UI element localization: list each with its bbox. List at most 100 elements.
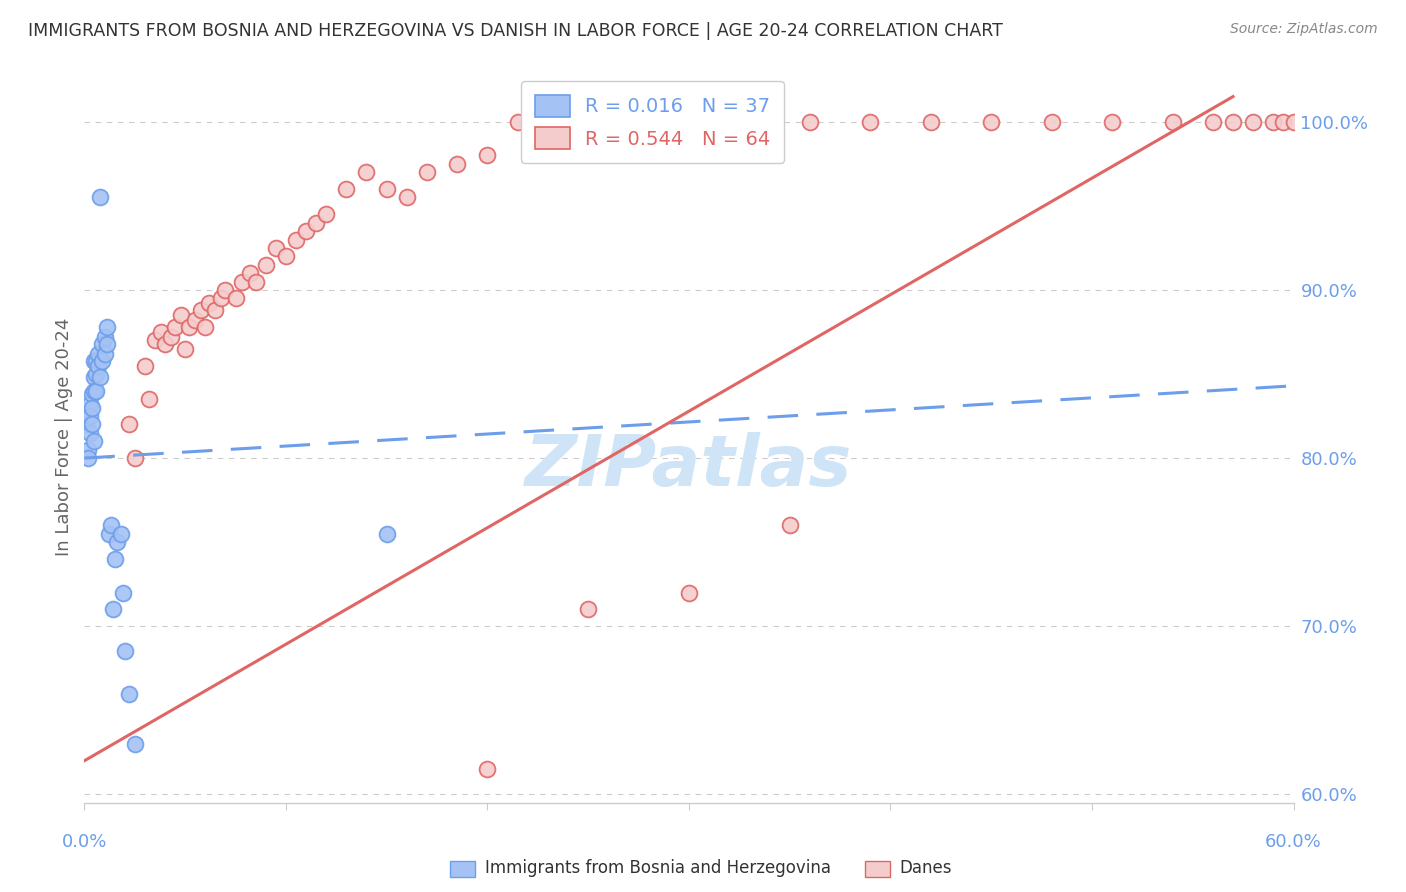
- Point: [239, 266, 262, 280]
- Point: [254, 258, 277, 272]
- Point: [697, 115, 720, 129]
- Point: [779, 518, 801, 533]
- Point: [920, 115, 942, 129]
- Point: [91, 336, 114, 351]
- Point: [79, 409, 101, 423]
- Point: [194, 320, 217, 334]
- Point: [96, 336, 118, 351]
- Point: [114, 644, 136, 658]
- Point: [89, 370, 111, 384]
- Point: [209, 291, 232, 305]
- Point: [1302, 115, 1324, 129]
- Point: [165, 320, 187, 334]
- Point: [83, 370, 105, 384]
- Text: Source: ZipAtlas.com: Source: ZipAtlas.com: [1230, 22, 1378, 37]
- Point: [375, 182, 398, 196]
- Point: [980, 115, 1002, 129]
- Point: [859, 115, 882, 129]
- Point: [1272, 115, 1295, 129]
- Point: [77, 442, 100, 457]
- Point: [274, 249, 297, 263]
- Point: [86, 367, 108, 381]
- Text: Immigrants from Bosnia and Herzegovina: Immigrants from Bosnia and Herzegovina: [485, 859, 831, 877]
- Point: [143, 334, 166, 348]
- Point: [82, 401, 104, 415]
- Point: [101, 602, 124, 616]
- Y-axis label: In Labor Force | Age 20-24: In Labor Force | Age 20-24: [55, 318, 73, 557]
- Point: [198, 296, 221, 310]
- Point: [153, 336, 176, 351]
- Point: [124, 451, 146, 466]
- Point: [231, 275, 253, 289]
- Point: [1282, 115, 1305, 129]
- Text: IMMIGRANTS FROM BOSNIA AND HERZEGOVINA VS DANISH IN LABOR FORCE | AGE 20-24 CORR: IMMIGRANTS FROM BOSNIA AND HERZEGOVINA V…: [28, 22, 1002, 40]
- Point: [305, 216, 328, 230]
- Point: [1323, 115, 1346, 129]
- Point: [118, 686, 141, 700]
- Point: [576, 115, 599, 129]
- Point: [87, 347, 110, 361]
- Point: [100, 518, 122, 533]
- Point: [179, 320, 201, 334]
- Point: [658, 115, 681, 129]
- Point: [93, 330, 115, 344]
- Point: [134, 359, 156, 373]
- Point: [82, 417, 104, 432]
- Point: [335, 182, 357, 196]
- Point: [149, 325, 172, 339]
- Point: [375, 526, 398, 541]
- Point: [138, 392, 160, 407]
- Point: [104, 552, 127, 566]
- Point: [83, 434, 105, 449]
- Point: [1263, 115, 1285, 129]
- Point: [1202, 115, 1225, 129]
- Point: [395, 190, 418, 204]
- Point: [315, 207, 337, 221]
- Point: [264, 241, 287, 255]
- Point: [1343, 115, 1365, 129]
- Point: [82, 387, 104, 401]
- Point: [87, 359, 110, 373]
- Point: [83, 384, 105, 398]
- Point: [75, 417, 97, 432]
- Point: [576, 602, 599, 616]
- Point: [295, 224, 318, 238]
- Point: [79, 425, 101, 440]
- Point: [356, 165, 378, 179]
- Text: 60.0%: 60.0%: [1265, 833, 1322, 851]
- Point: [617, 115, 640, 129]
- Point: [204, 303, 226, 318]
- Point: [1241, 115, 1264, 129]
- Point: [184, 313, 207, 327]
- Text: 0.0%: 0.0%: [62, 833, 107, 851]
- Point: [83, 353, 105, 368]
- Point: [97, 526, 120, 541]
- Point: [86, 384, 108, 398]
- Point: [477, 148, 499, 162]
- Point: [79, 397, 101, 411]
- Point: [214, 283, 236, 297]
- Point: [110, 526, 132, 541]
- Point: [118, 417, 141, 432]
- Point: [748, 115, 770, 129]
- Point: [477, 762, 499, 776]
- Point: [86, 353, 108, 368]
- Legend: R = 0.016   N = 37, R = 0.544   N = 64: R = 0.016 N = 37, R = 0.544 N = 64: [522, 81, 785, 163]
- Point: [160, 330, 183, 344]
- Point: [91, 353, 114, 368]
- Point: [174, 342, 197, 356]
- Point: [190, 303, 212, 318]
- Text: ZIPatlas: ZIPatlas: [526, 432, 852, 500]
- Point: [245, 275, 267, 289]
- Point: [416, 165, 439, 179]
- Point: [111, 585, 134, 599]
- Point: [89, 190, 111, 204]
- Text: Danes: Danes: [900, 859, 952, 877]
- Point: [506, 115, 529, 129]
- Point: [77, 451, 100, 466]
- Point: [93, 347, 115, 361]
- Point: [799, 115, 821, 129]
- Point: [446, 157, 468, 171]
- Point: [124, 737, 146, 751]
- Point: [1101, 115, 1123, 129]
